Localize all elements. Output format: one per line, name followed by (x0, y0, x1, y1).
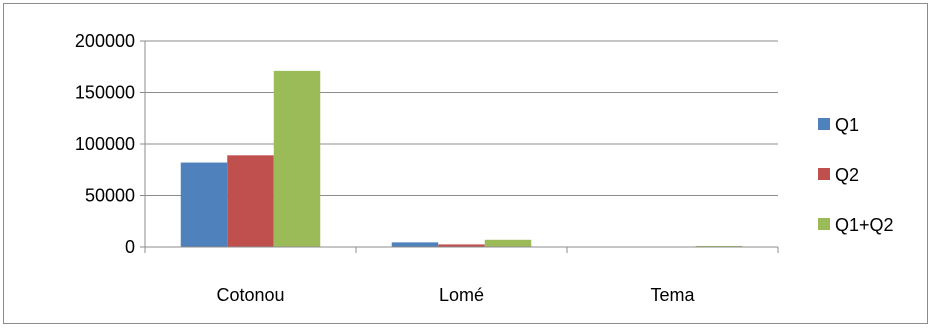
bar-Q1+Q2-Tema (695, 245, 743, 247)
y-tick-label: 50000 (85, 186, 135, 206)
axes (144, 41, 779, 253)
legend: Q1 Q2 Q1+Q2 (818, 115, 894, 235)
category-labels: Cotonou Lomé Tema (216, 285, 695, 305)
legend-swatch (818, 218, 830, 230)
category-label: Tema (650, 285, 695, 305)
legend-label: Q1+Q2 (835, 215, 894, 235)
category-label: Lomé (439, 285, 484, 305)
y-tick-labels: 0 50000 100000 150000 200000 (75, 31, 135, 257)
bar-Q1-Lomé (391, 242, 439, 247)
bar-Q1+Q2-Lomé (484, 239, 532, 247)
category-label: Cotonou (216, 285, 284, 305)
bar-Q1-Cotonou (180, 162, 228, 247)
y-tick-label: 100000 (75, 134, 135, 154)
y-tick-label: 200000 (75, 31, 135, 51)
legend-label: Q2 (835, 165, 859, 185)
bar-Q1+Q2-Cotonou (273, 70, 321, 248)
bar-Q2-Lomé (438, 244, 485, 247)
bars (180, 70, 743, 248)
legend-swatch (818, 168, 830, 180)
bar-Q2-Cotonou (227, 155, 274, 247)
chart-frame (3, 3, 928, 324)
legend-label: Q1 (835, 115, 859, 135)
y-tick-label: 150000 (75, 83, 135, 103)
legend-swatch (818, 118, 830, 130)
y-tick-label: 0 (125, 237, 135, 257)
